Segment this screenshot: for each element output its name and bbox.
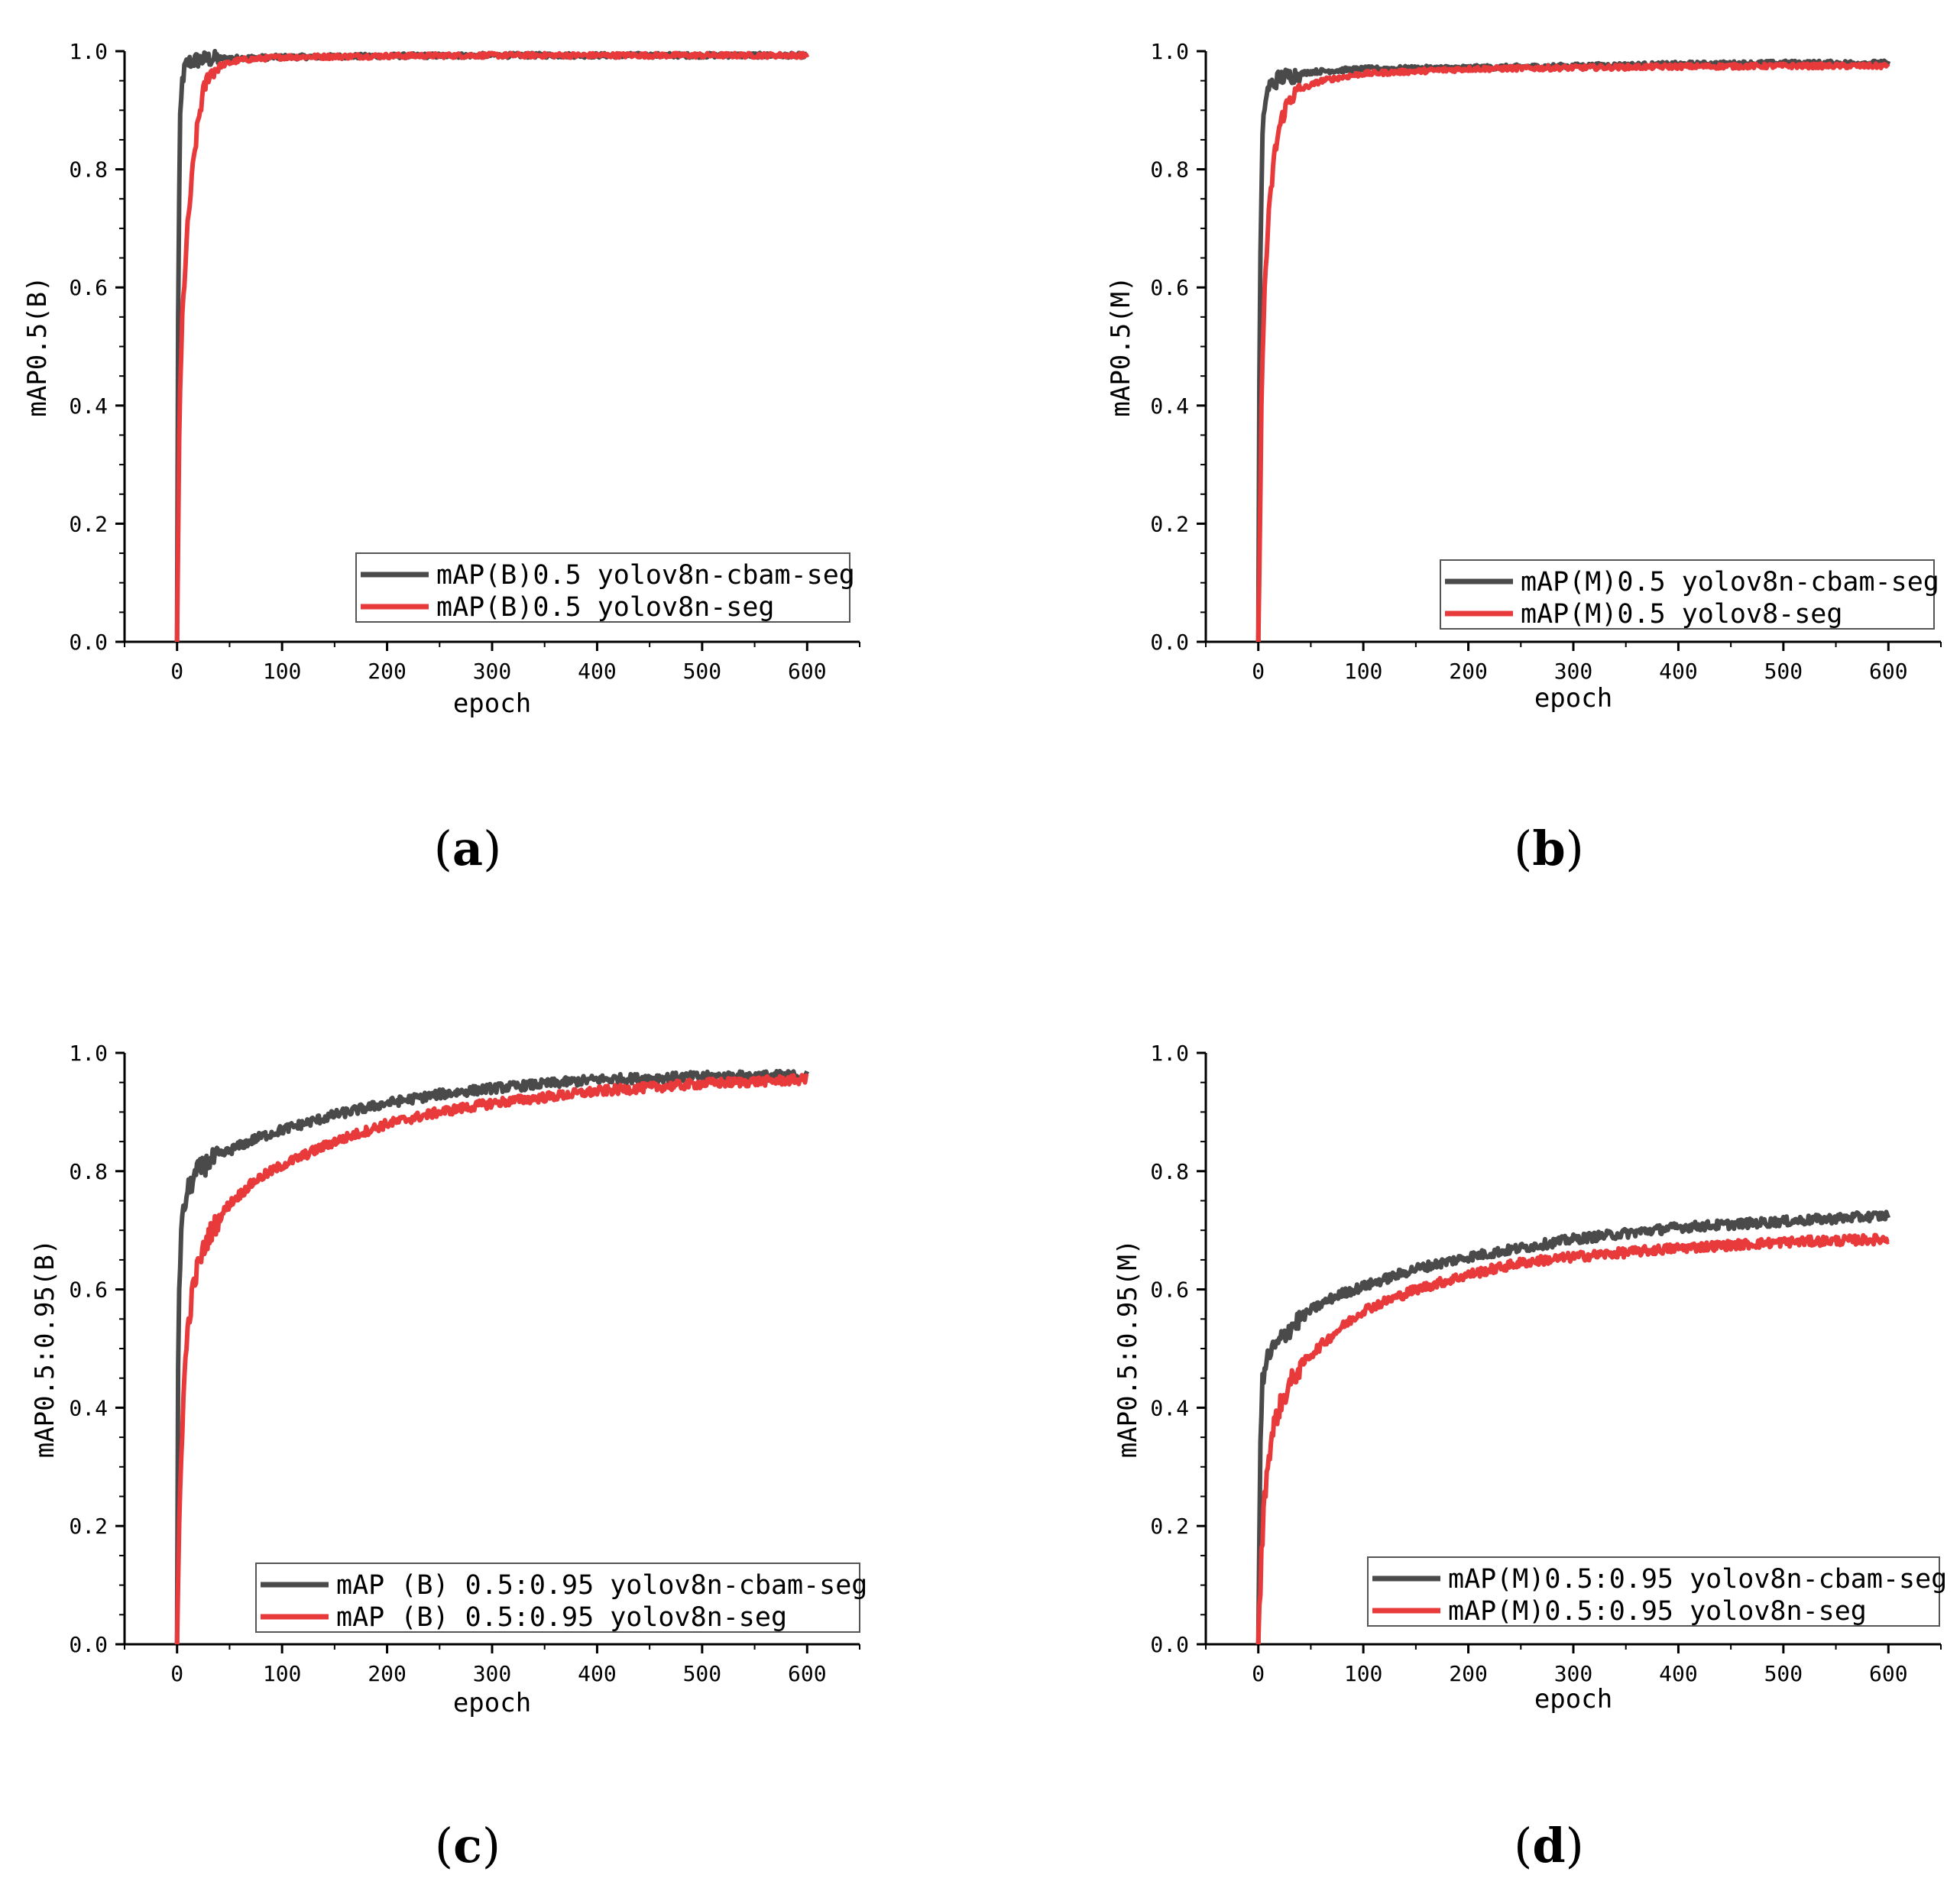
y-tick-label: 1.0 <box>69 1041 108 1066</box>
chart-panel-c: 0.0 0.2 0.4 0.6 0.8 1.0 0 100 200 300 400 500 600 epo… <box>30 1041 867 1873</box>
y-tick-label: 0.4 <box>69 393 108 419</box>
y-tick-label: 0.4 <box>1150 393 1189 419</box>
y-tick-label: 0.4 <box>1150 1395 1189 1420</box>
x-tick-label: 200 <box>368 659 407 684</box>
x-axis-label: epoch <box>453 1688 531 1718</box>
y-tick-label: 0.8 <box>1150 1159 1189 1184</box>
y-tick-label: 0.0 <box>69 1632 108 1657</box>
legend-box <box>255 1563 860 1633</box>
legend-entry: mAP(B)0.5 yolov8n-cbam-seg <box>436 560 855 591</box>
x-tick-label: 400 <box>578 659 617 684</box>
x-tick-label: 100 <box>263 1661 302 1686</box>
x-tick-label: 0 <box>1252 659 1265 684</box>
y-axis-label: mAP0.5:0.95(M) <box>1113 1239 1143 1459</box>
y-tick-label: 1.0 <box>1150 39 1189 64</box>
y-tick-label: 0.6 <box>1150 1278 1189 1303</box>
y-tick-label: 0.8 <box>69 1159 108 1184</box>
chart-panel-a: 0.0 0.2 0.4 0.6 0.8 1.0 0 100 200 300 400 500 600 epo… <box>22 39 860 876</box>
x-tick-label: 100 <box>263 659 302 684</box>
y-tick-label: 0.6 <box>69 275 108 300</box>
x-axis-label: epoch <box>453 688 531 719</box>
series-line-cbam <box>1255 58 1891 643</box>
y-tick-label: 0.2 <box>69 1514 108 1539</box>
y-axis-label: mAP0.5(M) <box>1106 276 1136 416</box>
x-tick-label: 500 <box>1764 1661 1803 1686</box>
y-tick-label: 0.8 <box>69 157 108 183</box>
series-line-cbam <box>174 1068 810 1645</box>
legend-entry: mAP(M)0.5:0.95 yolov8n-cbam-seg <box>1448 1564 1947 1595</box>
chart-panel-b: 0.0 0.2 0.4 0.6 0.8 1.0 0 100 200 300 400 500 600 epo… <box>1106 39 1942 876</box>
legend: mAP(M)0.5:0.95 yolov8n-cbam-segmAP(M)0.5… <box>1367 1556 1947 1627</box>
y-tick-label: 0.6 <box>1150 275 1189 300</box>
panel-caption: (d) <box>1514 1818 1584 1873</box>
x-tick-label: 200 <box>1449 659 1488 684</box>
x-axis-label: epoch <box>1534 683 1612 714</box>
y-tick-label: 0.2 <box>1150 511 1189 536</box>
legend-entry: mAP(B)0.5 yolov8n-seg <box>436 592 775 623</box>
x-tick-label: 300 <box>1554 1661 1593 1686</box>
y-tick-label: 1.0 <box>1150 1041 1189 1066</box>
series-line-base <box>174 50 810 643</box>
legend-box <box>1367 1556 1940 1627</box>
x-tick-label: 400 <box>578 1661 617 1686</box>
panel-caption: (b) <box>1514 821 1584 876</box>
x-tick-label: 400 <box>1659 659 1698 684</box>
y-axis-label: mAP0.5:0.95(B) <box>30 1239 60 1459</box>
x-tick-label: 600 <box>788 659 827 684</box>
x-axis-label: epoch <box>1534 1684 1612 1715</box>
legend-box <box>1440 559 1935 630</box>
series-line-base <box>174 1073 809 1645</box>
x-tick-label: 600 <box>1869 659 1908 684</box>
legend-entry: mAP(M)0.5:0.95 yolov8n-seg <box>1448 1596 1867 1627</box>
x-tick-label: 300 <box>473 659 512 684</box>
chart-panel-d: 0.0 0.2 0.4 0.6 0.8 1.0 0 100 200 300 400 500 600 epo… <box>1113 1041 1947 1873</box>
y-tick-label: 0.8 <box>1150 157 1189 183</box>
x-tick-label: 300 <box>473 1661 512 1686</box>
y-tick-label: 0.0 <box>1150 630 1189 655</box>
x-tick-label: 500 <box>1764 659 1803 684</box>
y-tick-label: 0.0 <box>1150 1632 1189 1657</box>
series-line-base <box>1255 1232 1890 1645</box>
legend-entry: mAP (B) 0.5:0.95 yolov8n-cbam-seg <box>336 1570 867 1601</box>
y-tick-label: 0.2 <box>69 511 108 536</box>
legend-entry: mAP (B) 0.5:0.95 yolov8n-seg <box>336 1602 787 1633</box>
x-tick-label: 600 <box>1869 1661 1908 1686</box>
legend-entry: mAP(M)0.5 yolov8-seg <box>1521 599 1842 630</box>
y-tick-label: 1.0 <box>69 39 108 64</box>
x-tick-label: 100 <box>1344 1661 1383 1686</box>
x-tick-label: 200 <box>368 1661 407 1686</box>
y-tick-label: 0.2 <box>1150 1514 1189 1539</box>
x-tick-label: 500 <box>683 1661 722 1686</box>
x-tick-label: 100 <box>1344 659 1383 684</box>
panel-caption: (a) <box>434 821 502 876</box>
y-tick-label: 0.6 <box>69 1278 108 1303</box>
x-tick-label: 500 <box>683 659 722 684</box>
x-tick-label: 400 <box>1659 1661 1698 1686</box>
y-tick-label: 0.4 <box>69 1395 108 1420</box>
x-tick-label: 300 <box>1554 659 1593 684</box>
legend-entry: mAP(M)0.5 yolov8n-cbam-seg <box>1521 567 1939 597</box>
series-line-base <box>1255 61 1890 643</box>
x-tick-label: 0 <box>170 1661 183 1686</box>
y-axis-label: mAP0.5(B) <box>22 276 53 416</box>
x-tick-label: 200 <box>1449 1661 1488 1686</box>
panel-caption: (c) <box>435 1818 501 1873</box>
x-tick-label: 600 <box>788 1661 827 1686</box>
series-line-cbam <box>1255 1210 1891 1645</box>
legend-box <box>355 552 850 623</box>
x-tick-label: 0 <box>170 659 183 684</box>
y-tick-label: 0.0 <box>69 630 108 655</box>
x-tick-label: 0 <box>1252 1661 1265 1686</box>
